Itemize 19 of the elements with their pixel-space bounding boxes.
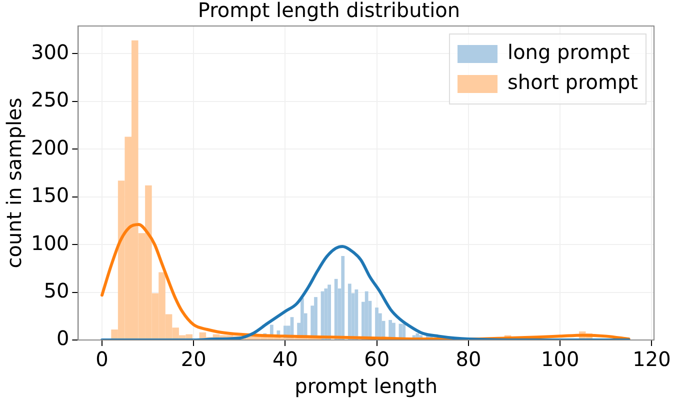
legend-label: long prompt bbox=[508, 40, 630, 64]
y-tick-label: 250 bbox=[30, 88, 70, 112]
legend-label: short prompt bbox=[508, 70, 638, 94]
chart-title: Prompt length distribution bbox=[198, 0, 460, 22]
x-tick-label: 100 bbox=[540, 347, 580, 372]
y-tick-label: 0 bbox=[56, 326, 70, 350]
x-tick-label: 60 bbox=[364, 347, 390, 372]
x-tick-label: 20 bbox=[180, 347, 206, 372]
y-tick-label: 200 bbox=[30, 135, 70, 160]
y-tick-label: 150 bbox=[30, 183, 70, 208]
y-tick-label: 300 bbox=[30, 40, 70, 64]
x-tick-label: 40 bbox=[272, 347, 298, 372]
x-tick-label: 80 bbox=[456, 347, 482, 372]
y-axis-title: count in samples bbox=[2, 98, 26, 268]
x-tick-label: 0 bbox=[96, 347, 108, 372]
y-tick-label: 100 bbox=[30, 230, 70, 255]
x-axis-title: prompt length bbox=[294, 374, 438, 398]
x-tick-label: 120 bbox=[632, 347, 671, 372]
y-tick-label: 50 bbox=[44, 278, 70, 302]
